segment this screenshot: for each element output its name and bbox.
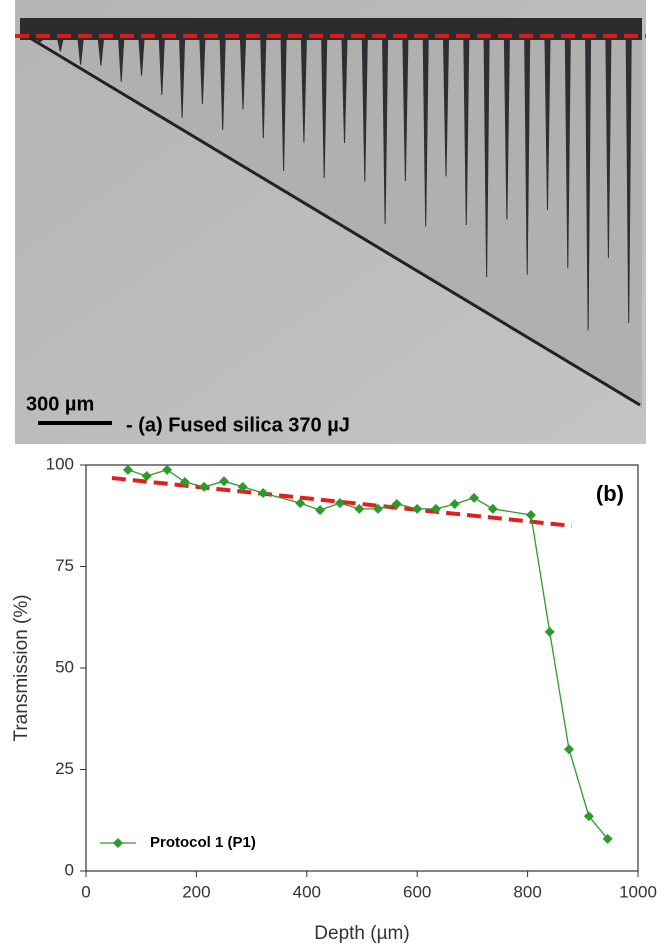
chart: 0 200 400 600 800 1000 0 25 50 75 100 Depth (µm) Tra… [11,454,657,944]
x-axis-label: Depth (µm) [314,923,409,944]
laser-track [321,40,328,179]
panel-label: (b) [596,481,624,506]
laser-track [463,40,470,225]
data-point [219,476,229,487]
data-point [430,503,441,514]
laser-track [544,40,551,211]
y-tick-label: 75 [55,556,74,575]
x-tick-label: 200 [182,882,210,901]
data-point [315,505,326,516]
data-point [525,509,536,520]
laser-track [382,40,389,225]
laser-track [605,40,612,258]
x-tick-label: 1000 [619,882,657,901]
sample-diagonal [29,36,641,407]
data-point [583,811,594,822]
y-tick-label: 50 [55,657,74,676]
data-point [334,498,345,509]
data-point [373,503,384,514]
laser-track [524,40,531,275]
data-point [487,503,498,514]
y-tick-label: 25 [55,759,74,778]
laser-track [341,40,348,143]
data-point [237,481,248,492]
x-tick-label: 800 [513,882,541,901]
y-axis-label: Transmission (%) [11,594,32,741]
laser-track [585,40,592,331]
data-point [391,498,402,509]
laser-track [199,40,206,105]
laser-track [402,40,409,182]
data-point [141,470,152,481]
laser-track [219,40,226,131]
data-point [354,503,365,514]
y-tick-label: 0 [65,860,74,879]
data-point [122,464,133,475]
laser-track [260,40,267,139]
laser-track [138,40,145,76]
laser-track [625,40,632,323]
caption: - (a) Fused silica 370 µJ [126,414,350,436]
legend-label: Protocol 1 (P1) [150,834,256,851]
laser-track [361,40,368,182]
laser-track [280,40,287,172]
laser-track [77,40,84,65]
data-point [412,503,423,514]
x-tick-label: 400 [293,882,321,901]
data-point [199,481,210,492]
y-tick-label: 100 [46,454,74,473]
laser-track [37,40,43,43]
laser-track [503,40,510,220]
laser-track [57,40,64,52]
laser-track [158,40,165,95]
laser-track [118,40,125,82]
legend-marker [113,838,123,848]
laser-track [564,40,571,269]
x-tick-label: 600 [403,882,431,901]
data-point [564,744,574,755]
data-point [449,498,460,509]
series-line [127,469,609,840]
laser-track [483,40,490,278]
data-point [469,492,480,503]
data-point [602,833,613,844]
laser-track [422,40,429,227]
laser-track [97,40,104,66]
laser-track [300,40,307,143]
x-tick-label: 0 [81,882,90,901]
data-point [544,626,555,637]
data-point [162,464,173,475]
data-point [258,488,269,499]
data-point [295,498,306,509]
scale-label: 300 µm [26,393,94,415]
data-point [179,477,190,488]
laser-track [179,40,186,118]
laser-track [443,40,449,177]
laser-track [240,40,246,110]
